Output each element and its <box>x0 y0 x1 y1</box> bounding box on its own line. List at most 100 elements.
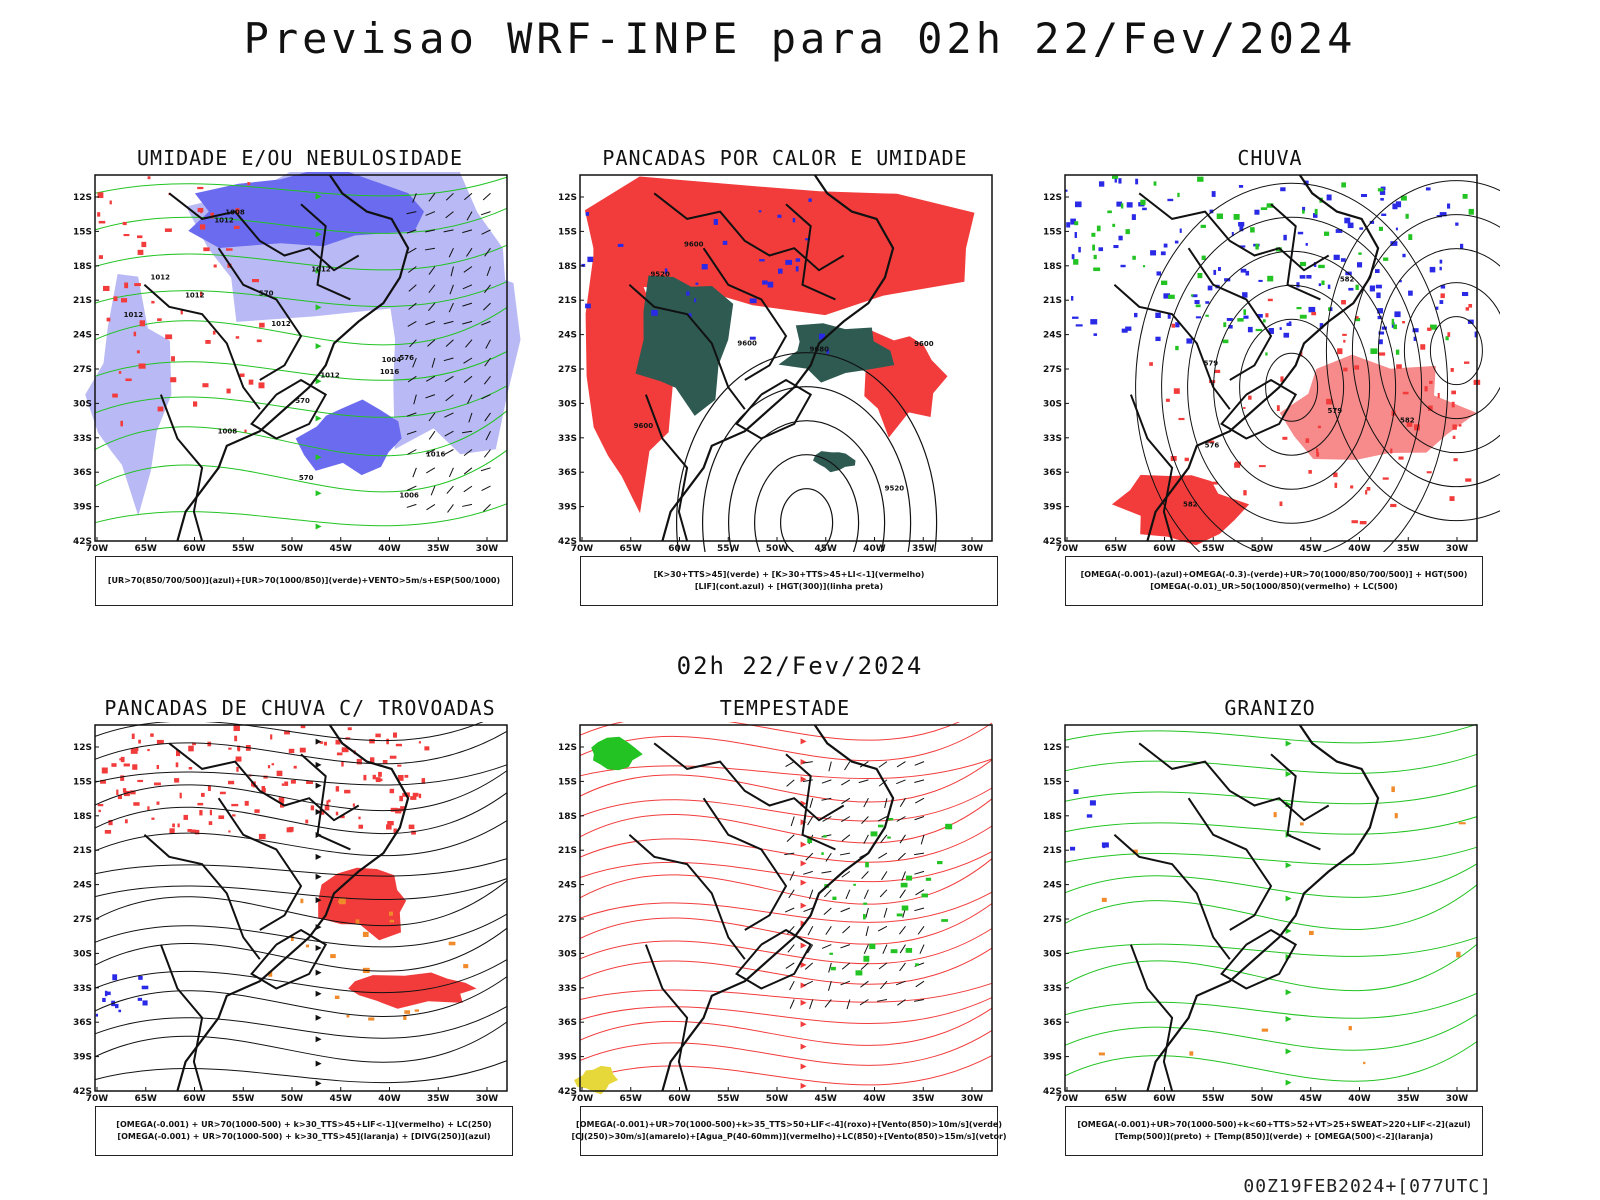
omega-area-blue <box>1361 194 1367 197</box>
thickness-contour-fragment <box>226 248 233 250</box>
thunderstorm-area-red <box>289 827 294 832</box>
thunderstorm-area-red <box>147 749 149 751</box>
thunderstorm-area-orange <box>463 964 468 968</box>
thunderstorm-area-red <box>132 764 137 769</box>
lon-tick-label: 30W <box>1446 1094 1469 1102</box>
omega-area-green <box>1140 200 1145 205</box>
contour-label: 9600 <box>684 241 704 249</box>
thickness-contour-fragment <box>193 401 197 406</box>
lifted-index-contour-fragment <box>585 304 591 309</box>
omega-area-blue <box>1327 195 1332 201</box>
lat-tick-label: 21S <box>1043 846 1062 856</box>
omega-500-area-orange <box>1309 931 1314 935</box>
thickness-contour-fragment <box>165 334 172 339</box>
lon-tick-label: 45W <box>815 1094 838 1102</box>
omega-area-green <box>1256 329 1262 331</box>
lon-tick-label: 50W <box>281 544 304 552</box>
hail-area-blue <box>1103 843 1105 848</box>
omega-500-area-orange <box>1099 1053 1105 1056</box>
thickness-contour-fragment <box>213 331 216 335</box>
thickness-contour-fragment <box>170 377 176 382</box>
thunderstorm-area-red <box>119 758 121 760</box>
lifted-index-contour-fragment <box>768 282 774 288</box>
lon-tick-label: 45W <box>1300 1094 1323 1102</box>
panel-pancadas-calor: PANCADAS POR CALOR E UMIDADE 9600 9600 960… <box>555 146 1015 616</box>
thunderstorm-area-red <box>99 810 101 812</box>
wind-850-area-green <box>937 861 942 864</box>
legend-line: [OMEGA(-0.001)-(azul)+OMEGA(-0.3)-(verde… <box>1081 569 1468 581</box>
thickness-contour-fragment <box>203 247 209 251</box>
thunderstorm-area-red <box>409 825 415 829</box>
thunderstorm-area-red <box>284 782 288 786</box>
omega-area-green <box>1383 258 1388 261</box>
lifted-index-contour-fragment <box>686 291 689 295</box>
thunderstorm-area-red <box>399 796 403 801</box>
rain-area-red <box>1248 396 1252 400</box>
contour-label: 1016 <box>426 451 446 459</box>
lon-tick-label: 50W <box>1251 544 1274 552</box>
contour-label: 1016 <box>380 368 400 376</box>
panel-title: GRANIZO <box>1040 696 1500 722</box>
legend-line: [LIF](cont.azul) + [HGT(300)](linha pret… <box>695 581 883 593</box>
thickness-contour-fragment <box>137 350 140 353</box>
thunderstorm-area-red <box>272 763 275 765</box>
omega-500-area-orange <box>1262 1029 1268 1032</box>
thunderstorm-area-red <box>363 775 366 780</box>
panel-chuva: CHUVA 582 579 579 576 582 582 12S 15S 18S 21S 24S 2… <box>1040 146 1500 616</box>
contour-label: 570 <box>295 397 310 405</box>
divergence-area-blue <box>115 1004 119 1008</box>
thunderstorm-area-red <box>147 806 149 810</box>
thunderstorm-area-red <box>289 749 295 753</box>
lifted-index-contour-fragment <box>586 212 589 216</box>
divergence-area-blue <box>142 986 149 990</box>
thunderstorm-area-red <box>232 814 235 816</box>
omega-area-green <box>1300 315 1307 319</box>
omega-area-blue <box>1334 255 1340 260</box>
omega-area-blue <box>1195 300 1200 304</box>
lon-tick-label: 30W <box>961 1094 984 1102</box>
omega-area-blue <box>1072 317 1078 319</box>
thickness-contour-fragment <box>110 201 112 205</box>
wind-850-area-green <box>823 835 826 837</box>
contour-label: 9680 <box>810 345 830 353</box>
contour-label: 9520 <box>650 271 670 279</box>
omega-area-blue <box>1357 262 1362 267</box>
rain-area-red <box>1153 500 1159 506</box>
lat-tick-label: 39S <box>1043 503 1062 513</box>
thickness-contour-fragment <box>107 318 111 322</box>
lifted-index-contour-fragment <box>651 310 658 316</box>
rain-area-red <box>1282 437 1287 440</box>
thickness-contour-fragment <box>141 242 146 247</box>
rain-area-red <box>1316 448 1318 452</box>
omega-area-blue <box>1119 236 1123 241</box>
thickness-contour-fragment <box>198 208 204 212</box>
contour-label: 1012 <box>214 216 234 224</box>
lat-tick-label: 15S <box>1043 777 1062 787</box>
omega-area-blue <box>1455 223 1458 226</box>
rain-area-red <box>1316 452 1319 456</box>
panel-title: UMIDADE E/OU NEBULOSIDADE <box>70 146 530 172</box>
omega-area-green <box>1324 232 1329 236</box>
thunderstorm-area-red <box>174 778 179 782</box>
legend-line: [K>30+TTS>45](verde) + [K>30+TTS>45+LI<-… <box>654 569 925 581</box>
omega-area-blue <box>1167 199 1173 201</box>
contour-label: 1012 <box>311 266 331 274</box>
omega-area-green <box>1406 214 1409 219</box>
thickness-contour-fragment <box>113 296 117 301</box>
omega-500-area-orange <box>1395 813 1398 818</box>
lifted-index-contour-fragment <box>762 280 767 284</box>
lon-tick-label: 60W <box>668 544 691 552</box>
rain-area-red <box>1399 457 1404 460</box>
thickness-contour-fragment <box>123 222 127 225</box>
lon-tick-label: 70W <box>1056 544 1079 552</box>
omega-area-green <box>1121 203 1123 208</box>
omega-area-blue <box>1180 229 1182 233</box>
omega-area-blue <box>1164 244 1168 248</box>
lifted-index-contour-fragment <box>702 264 708 269</box>
omega-area-blue <box>1155 313 1161 318</box>
omega-area-green <box>1300 262 1306 266</box>
omega-area-blue <box>1135 179 1138 185</box>
lat-tick-label: 27S <box>558 915 577 925</box>
thunderstorm-area-red <box>396 744 402 746</box>
lon-tick-label: 50W <box>766 1094 789 1102</box>
